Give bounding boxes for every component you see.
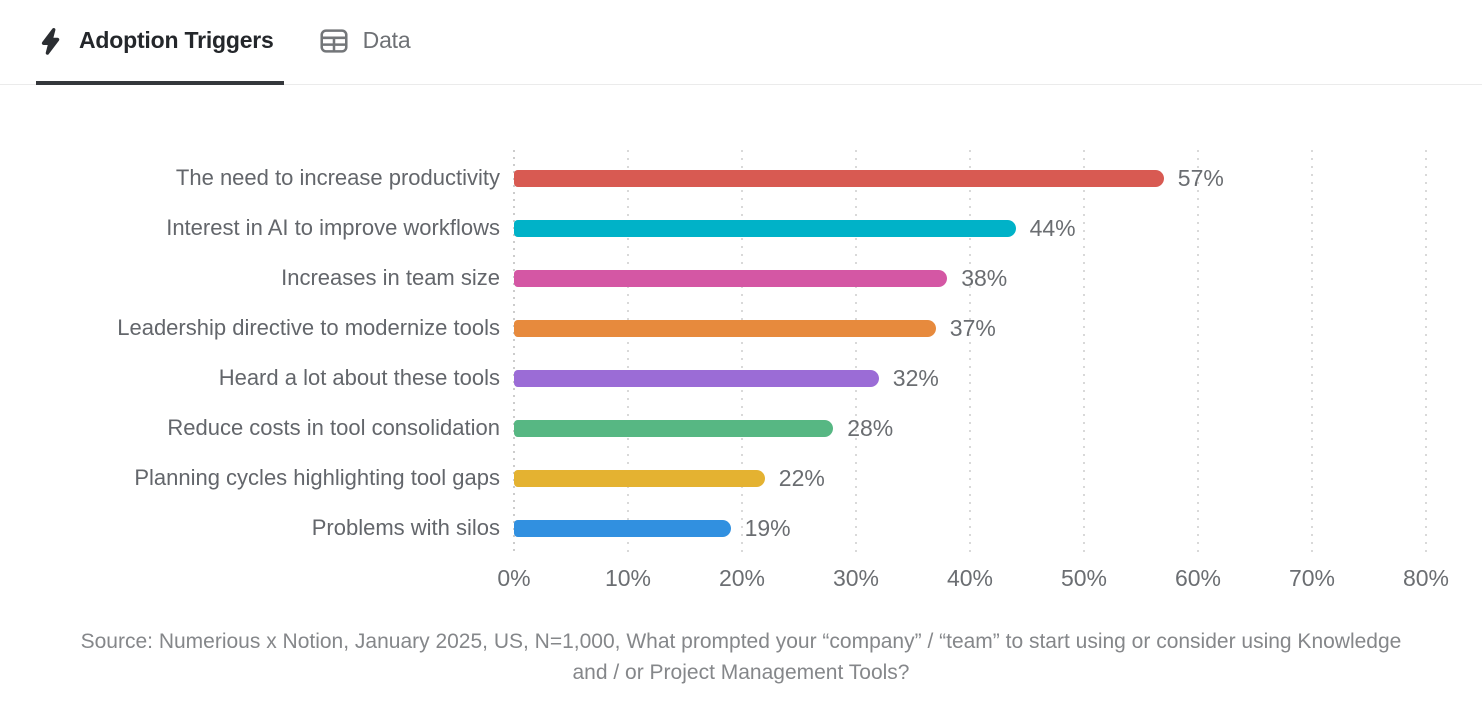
tab-data[interactable]: Data [318, 0, 421, 85]
gridline [627, 150, 629, 554]
lightning-bolt-icon [36, 25, 66, 57]
x-tick-label: 40% [946, 565, 994, 591]
chart-bar[interactable] [514, 269, 948, 287]
gridline [969, 150, 971, 554]
category-label: Increases in team size [281, 265, 500, 290]
value-label: 37% [949, 315, 996, 341]
tab-label: Adoption Triggers [79, 27, 274, 53]
x-tick-label: 60% [1174, 565, 1222, 591]
x-tick-label: 10% [604, 565, 652, 591]
source-text: Source: Numerious x Notion, January 2025… [80, 630, 1402, 684]
chart-bar[interactable] [514, 469, 765, 487]
value-label: 22% [778, 465, 825, 491]
x-tick-label: 50% [1060, 565, 1108, 591]
tab-adoption-triggers[interactable]: Adoption Triggers [36, 0, 284, 85]
gridline [1083, 150, 1085, 554]
chart-bar[interactable] [514, 369, 879, 387]
x-tick-label: 20% [718, 565, 766, 591]
chart-bar[interactable] [514, 319, 936, 337]
gridline [1311, 150, 1313, 554]
category-label: Interest in AI to improve workflows [166, 215, 500, 240]
table-icon [318, 25, 350, 57]
gridline [1425, 150, 1427, 554]
tab-label: Data [362, 27, 411, 53]
value-label: 32% [892, 365, 939, 391]
x-tick-label: 30% [832, 565, 880, 591]
value-label: 38% [961, 265, 1008, 291]
category-label: Planning cycles highlighting tool gaps [134, 465, 500, 490]
gridline [1197, 150, 1199, 554]
value-label: 57% [1177, 165, 1224, 191]
chart-bar[interactable] [514, 519, 731, 537]
source-caption: Source: Numerious x Notion, January 2025… [0, 626, 1482, 688]
gridline [741, 150, 743, 554]
plot-area: 0% 10% 20% 30% 40% 50% 60% 70% 80% 57% 44% 38% 37% 32… [497, 150, 1449, 591]
gridline [855, 150, 857, 554]
chart-bar[interactable] [514, 419, 834, 437]
value-label: 44% [1029, 215, 1076, 241]
chart-bar[interactable] [514, 169, 1164, 187]
value-label: 28% [847, 415, 894, 441]
y-axis-line [513, 150, 515, 554]
bar-chart: The need to increase productivity Interes… [0, 150, 1482, 610]
x-tick-label: 0% [497, 565, 531, 591]
category-label: Reduce costs in tool consolidation [167, 415, 500, 440]
category-label: Heard a lot about these tools [218, 365, 500, 390]
category-label: Problems with silos [311, 515, 500, 540]
tab-bar: Adoption Triggers Data [0, 0, 1482, 85]
value-label: 19% [744, 515, 791, 541]
category-label: Leadership directive to modernize tools [117, 315, 500, 340]
category-label: The need to increase productivity [175, 165, 500, 190]
chart-bar[interactable] [514, 219, 1016, 237]
x-tick-label: 80% [1402, 565, 1450, 591]
x-tick-label: 70% [1288, 565, 1336, 591]
